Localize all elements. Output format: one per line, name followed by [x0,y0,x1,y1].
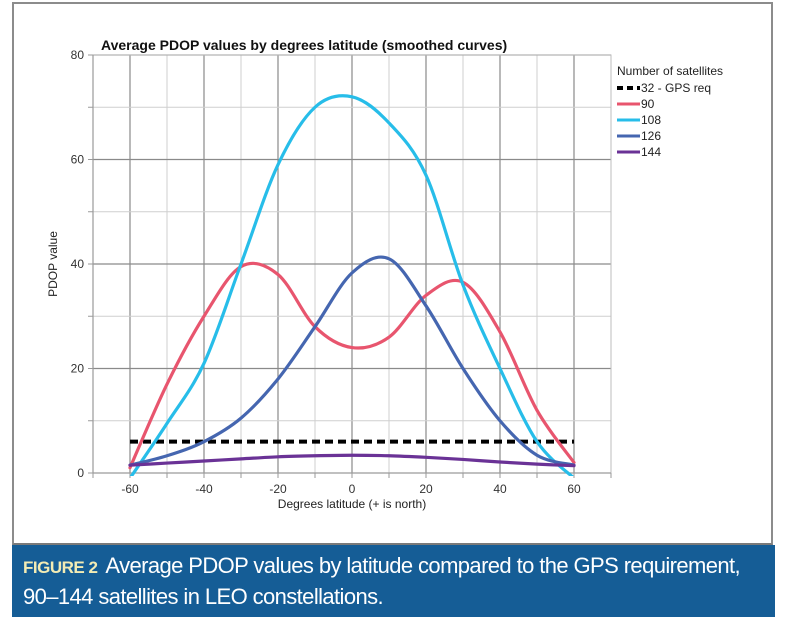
series-line-108 [129,94,574,476]
x-tick-label: -40 [195,482,213,496]
figure-caption: FIGURE 2 Average PDOP values by latitude … [12,545,775,617]
legend-label: 126 [641,129,661,143]
y-tick-label: 20 [71,362,85,376]
legend: Number of satellites 32 - GPS req 90 108 12… [617,64,723,159]
series-line-90 [128,261,576,470]
caption-text: Average PDOP values by latitude compared… [23,553,741,609]
x-tick-label: -20 [269,482,287,496]
y-tick-label: 40 [71,257,85,271]
y-axis-title: PDOP value [46,231,60,297]
legend-label: 144 [641,145,661,159]
chart-title: Average PDOP values by degrees latitude … [101,37,507,53]
x-tick-label: -60 [121,482,139,496]
x-tick-label: 20 [419,482,433,496]
legend-title: Number of satellites [617,64,723,78]
y-tick-label: 80 [71,48,85,62]
x-tick-label: 40 [493,482,507,496]
x-axis-title: Degrees latitude (+ is north) [278,497,426,511]
x-tick-label: 60 [567,482,581,496]
pdop-chart: -60 -40 -20 0 20 40 60 0 20 40 60 80 Average PDOP v… [46,37,723,511]
y-tick-label: 0 [77,466,84,480]
series-lines [128,94,576,476]
grid [92,54,612,474]
x-tick-label: 0 [349,482,356,496]
series-line-126 [128,255,576,467]
figure-label: FIGURE 2 [23,558,98,577]
legend-label: 90 [641,97,655,111]
series-line-144 [128,453,576,468]
y-tick-label: 60 [71,153,85,167]
legend-label: 108 [641,113,661,127]
legend-label: 32 - GPS req [641,81,711,95]
axes: -60 -40 -20 0 20 40 60 0 20 40 60 80 [71,48,612,496]
